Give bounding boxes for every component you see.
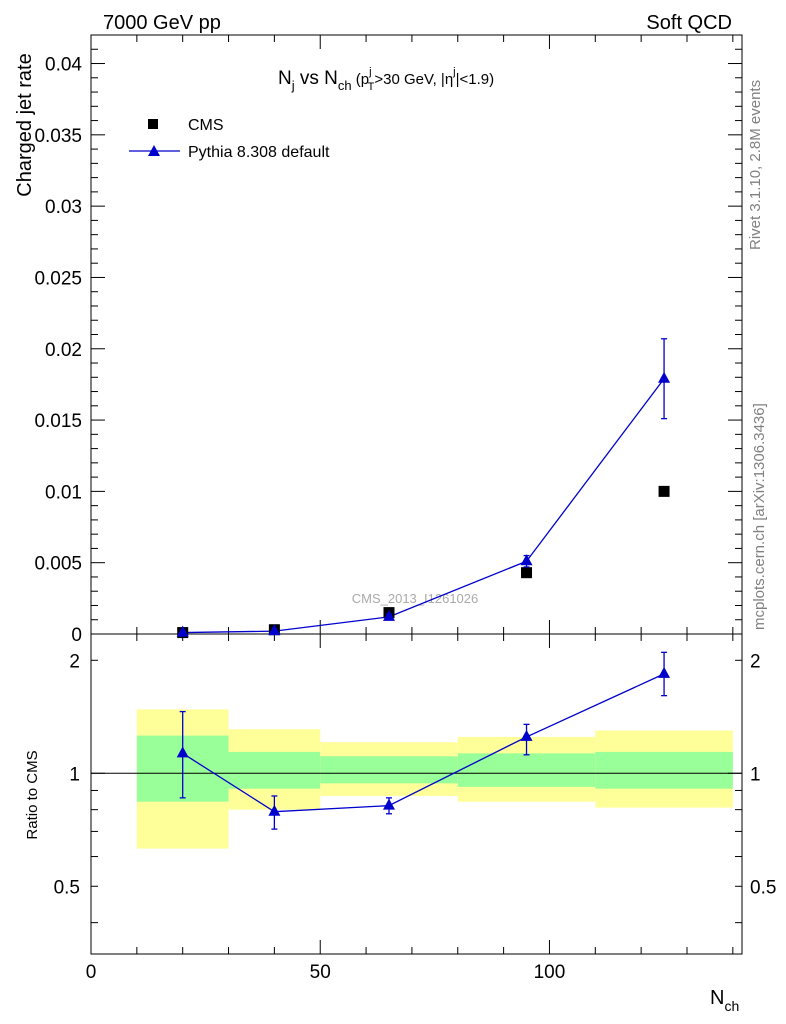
analysis-watermark: CMS_2013_I1261026 <box>352 591 479 606</box>
mcplots-label: mcplots.cern.ch [arXiv:1306.3436] <box>751 403 768 630</box>
legend-pythia-marker <box>148 145 160 156</box>
title-n-sub: j <box>291 78 295 93</box>
ratio-pythia-point <box>658 666 671 678</box>
legend-cms-label: CMS <box>188 117 224 134</box>
cms-point <box>658 485 670 497</box>
x-tick-label: 100 <box>534 962 566 983</box>
top-y-tick-label: 0.04 <box>45 55 82 76</box>
ratio-y-tick-label: 0.5 <box>54 877 80 898</box>
top-ylabel: Charged jet rate <box>14 53 36 196</box>
axis-ticks <box>90 34 742 954</box>
ratio-pythia-point <box>520 729 533 741</box>
legend-pythia-label: Pythia 8.308 default <box>188 144 330 161</box>
ratio-panel-data <box>176 651 671 830</box>
band-inner <box>320 756 458 784</box>
ratio-bands <box>136 709 733 849</box>
band-inner <box>595 751 733 789</box>
top-y-tick-label: 0.015 <box>34 411 82 432</box>
title-pt-sup: j <box>368 66 371 78</box>
plot-title: Nj vs Nch (pj T>30 GeV, |ηj|<1.9) <box>278 66 494 93</box>
cms-point <box>521 567 533 579</box>
title-pt-sub: T <box>368 81 375 93</box>
title-n: N <box>278 68 292 89</box>
band-inner <box>228 751 321 789</box>
top-y-tick-label: 0.01 <box>45 482 82 503</box>
ratio-pythia-point <box>268 804 281 816</box>
title-cut1: >30 GeV, |η <box>374 71 453 88</box>
axis-tick-labels: 0 50 100 0 0.005 0.01 0.015 0.02 0.025 0.03 0.035 0… <box>34 55 776 983</box>
top-panel-data <box>176 338 671 639</box>
x-tick-label: 0 <box>86 962 97 983</box>
xlabel-main: N <box>710 987 724 1009</box>
top-y-tick-label: 0 <box>71 625 82 646</box>
title-paren: (p <box>352 71 370 88</box>
title-vs: vs N <box>295 68 338 89</box>
pythia-point <box>176 625 189 637</box>
pythia-point <box>520 554 533 566</box>
rivet-label: Rivet 3.1.10, 2.8M events <box>747 80 764 250</box>
pythia-point <box>382 609 395 621</box>
ratio-ylabel: Ratio to CMS <box>24 750 41 839</box>
header-left: 7000 GeV pp <box>103 12 221 34</box>
pythia-point <box>268 624 281 636</box>
ratio-pythia-point <box>382 798 395 810</box>
top-y-tick-label: 0.025 <box>34 268 82 289</box>
band-inner <box>457 753 596 787</box>
pythia-point <box>658 371 671 383</box>
ratio-pythia-point <box>176 746 189 758</box>
title-ch-sub: ch <box>338 78 352 93</box>
title-eta-sup: j <box>452 66 455 78</box>
top-y-tick-label: 0.03 <box>45 197 82 218</box>
ratio-y-tick-label-right: 2 <box>750 651 761 672</box>
header-right: Soft QCD <box>646 12 732 34</box>
ratio-y-tick-label: 2 <box>69 651 80 672</box>
x-tick-label: 50 <box>310 962 331 983</box>
legend-cms-marker <box>148 119 158 129</box>
title-cut2: |<1.9) <box>456 71 495 88</box>
ratio-y-tick-label-right: 0.5 <box>750 877 776 898</box>
ratio-y-tick-label-right: 1 <box>750 764 761 785</box>
ratio-y-tick-label: 1 <box>69 764 80 785</box>
top-y-tick-label: 0.035 <box>34 126 82 147</box>
top-y-tick-label: 0.02 <box>45 340 82 361</box>
ratio-frame <box>90 633 743 955</box>
top-y-tick-label: 0.005 <box>34 554 82 575</box>
xlabel-sub: ch <box>724 998 739 1014</box>
xlabel: Nch <box>710 987 739 1014</box>
